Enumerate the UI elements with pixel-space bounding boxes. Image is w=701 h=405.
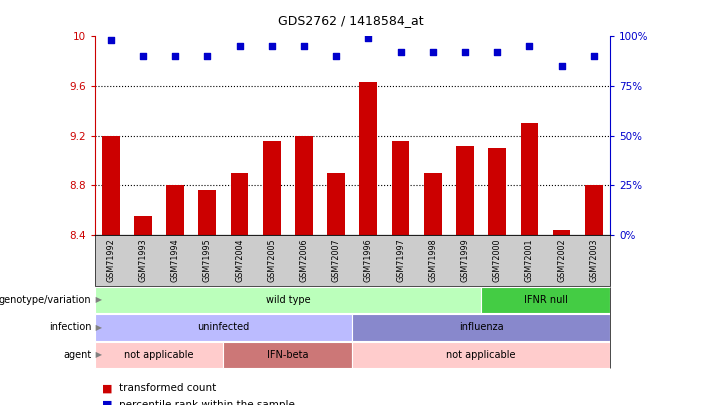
Bar: [327, 173, 345, 235]
Text: ■: ■: [102, 384, 112, 393]
Text: uninfected: uninfected: [197, 322, 250, 333]
Text: ▶: ▶: [93, 323, 102, 332]
Point: [459, 49, 470, 55]
Point: [331, 53, 342, 60]
Text: GSM71997: GSM71997: [396, 238, 405, 282]
Text: IFNR null: IFNR null: [524, 295, 567, 305]
Bar: [585, 185, 603, 235]
Point: [202, 53, 213, 60]
Bar: [552, 230, 571, 235]
Text: GSM72003: GSM72003: [590, 239, 598, 282]
Bar: [231, 173, 248, 235]
Text: GSM72001: GSM72001: [525, 239, 534, 282]
Point: [556, 63, 567, 70]
Text: not applicable: not applicable: [124, 350, 193, 360]
Text: GSM71994: GSM71994: [170, 239, 179, 282]
Text: IFN-beta: IFN-beta: [267, 350, 308, 360]
Bar: [521, 123, 538, 235]
Text: agent: agent: [63, 350, 91, 360]
Text: GSM71996: GSM71996: [364, 239, 373, 282]
Bar: [456, 146, 474, 235]
Bar: [198, 190, 216, 235]
Point: [105, 37, 116, 44]
Point: [588, 53, 599, 60]
Text: transformed count: transformed count: [119, 384, 217, 393]
Text: influenza: influenza: [458, 322, 503, 333]
Point: [395, 49, 406, 55]
Text: ▶: ▶: [93, 350, 102, 360]
Bar: [489, 148, 506, 235]
Text: GDS2762 / 1418584_at: GDS2762 / 1418584_at: [278, 14, 423, 27]
Text: GSM72005: GSM72005: [267, 239, 276, 282]
Bar: [360, 82, 377, 235]
Text: infection: infection: [48, 322, 91, 333]
Point: [137, 53, 149, 60]
Text: GSM71992: GSM71992: [107, 238, 115, 282]
Bar: [102, 136, 120, 235]
Bar: [263, 141, 280, 235]
Bar: [295, 136, 313, 235]
Text: GSM71993: GSM71993: [138, 239, 147, 282]
Text: genotype/variation: genotype/variation: [0, 295, 91, 305]
Text: wild type: wild type: [266, 295, 310, 305]
Text: GSM72004: GSM72004: [235, 239, 244, 282]
Text: GSM71995: GSM71995: [203, 238, 212, 282]
Text: GSM71999: GSM71999: [461, 238, 470, 282]
Text: GSM72007: GSM72007: [332, 239, 341, 282]
Text: GSM72006: GSM72006: [299, 239, 308, 282]
Text: not applicable: not applicable: [447, 350, 516, 360]
Point: [234, 43, 245, 50]
Point: [427, 49, 438, 55]
Point: [491, 49, 503, 55]
Point: [299, 43, 310, 50]
Text: GSM72002: GSM72002: [557, 239, 566, 282]
Text: percentile rank within the sample: percentile rank within the sample: [119, 400, 295, 405]
Bar: [166, 185, 184, 235]
Text: ■: ■: [102, 400, 112, 405]
Point: [170, 53, 181, 60]
Text: GSM72000: GSM72000: [493, 239, 502, 282]
Point: [362, 35, 374, 42]
Point: [524, 43, 535, 50]
Bar: [392, 141, 409, 235]
Bar: [134, 216, 152, 235]
Bar: [424, 173, 442, 235]
Text: ▶: ▶: [93, 295, 102, 305]
Text: GSM71998: GSM71998: [428, 239, 437, 282]
Point: [266, 43, 278, 50]
